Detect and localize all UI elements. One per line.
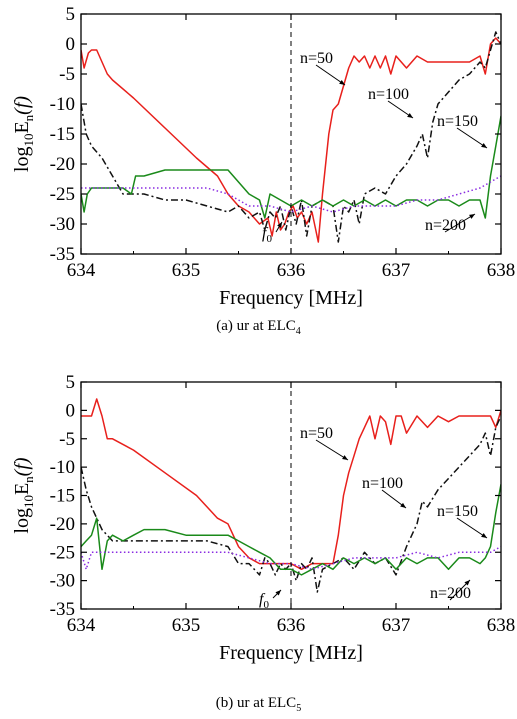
p1-f0-label: f0 xyxy=(259,591,269,611)
p0-annotation-arrowhead-0 xyxy=(339,79,345,85)
p0-y-tick-label-2: -5 xyxy=(59,64,75,85)
p0-f0-label: f0 xyxy=(262,225,272,245)
chart-panel-a: 634 635 636 637 638 5 0 -5 -10 -15 -20 -25 -30 -35 Fre… xyxy=(0,4,517,337)
p0-y-tick-label-1: 0 xyxy=(66,34,76,55)
p1-annotation-0: n=50 xyxy=(300,425,333,442)
p0-x-tick-label-0: 634 xyxy=(67,260,96,281)
p1-annotation-arrow-0 xyxy=(315,439,349,461)
p0-y-tick-label-5: -20 xyxy=(50,154,75,175)
p0-annotation-arrow-0 xyxy=(315,64,346,86)
chart-svg-b: 634 635 636 637 638 5 0 -5 -10 -15 -20 -25 -30 -35 Fre… xyxy=(11,372,516,664)
caption-a-text: (a) ur at ELC xyxy=(216,318,296,334)
p1-y-axis-arg: (f) xyxy=(11,457,33,476)
p1-y-tick-label-1: 0 xyxy=(66,400,76,421)
p1-f0-label-f: f xyxy=(259,591,266,608)
p0-y-tick-label-0: 5 xyxy=(66,4,76,25)
p1-series-group xyxy=(81,398,501,593)
p1-y-tick-label-5: -20 xyxy=(50,514,75,535)
p1-y-axis-e-sub: n xyxy=(21,476,36,483)
p1-annotation-2: n=150 xyxy=(437,503,478,520)
p1-f0-arrowhead xyxy=(275,590,281,596)
p1-x-tick-label-4: 638 xyxy=(487,615,516,636)
p0-series-line-1 xyxy=(81,31,501,243)
p1-x-tick-label-2: 636 xyxy=(277,615,306,636)
p1-y-tick-label-6: -25 xyxy=(50,542,75,563)
p0-y-axis-e-sub: n xyxy=(21,114,36,121)
p0-x-tick-label-1: 635 xyxy=(172,260,201,281)
p1-annotation-arrow-2 xyxy=(456,517,488,539)
p1-y-tick-label-0: 5 xyxy=(66,372,76,393)
p0-y-axis-log: log xyxy=(11,147,33,173)
p0-annotation-0: n=50 xyxy=(300,50,333,67)
p1-annotation-arrowhead-0 xyxy=(342,455,348,460)
p1-y-axis-title: log10En(f) xyxy=(11,457,36,533)
p0-f0-label-f: f xyxy=(262,225,269,242)
chart-panel-b: 634 635 636 637 638 5 0 -5 -10 -15 -20 -25 -30 -35 Fre… xyxy=(0,360,517,719)
p1-series-line-2 xyxy=(81,484,501,576)
p1-x-tick-label-3: 637 xyxy=(382,615,411,636)
p1-f0-label-sub: 0 xyxy=(263,599,269,611)
p0-series-line-0 xyxy=(81,37,501,243)
p0-y-tick-label-3: -10 xyxy=(50,94,75,115)
p0-series-line-3 xyxy=(81,175,501,213)
chart-svg-a: 634 635 636 637 638 5 0 -5 -10 -15 -20 -25 -30 -35 Fre… xyxy=(11,4,516,309)
p1-series-line-0 xyxy=(81,398,501,571)
p1-y-axis-log: log xyxy=(11,508,33,534)
p0-y-tick-label-8: -35 xyxy=(50,244,75,265)
p1-x-axis-title: Frequency [MHz] xyxy=(219,642,363,664)
p1-annotation-arrowhead-1 xyxy=(400,502,406,508)
p1-x-tick-label-1: 635 xyxy=(172,615,201,636)
p0-y-tick-label-6: -25 xyxy=(50,184,75,205)
p0-x-tick-label-4: 638 xyxy=(487,260,516,281)
p0-f0-arrowhead xyxy=(277,222,282,228)
p0-y-axis-arg: (f) xyxy=(11,96,33,115)
p0-annotation-arrow-2 xyxy=(456,127,488,149)
caption-b-text: (b) ur at ELC xyxy=(215,695,297,711)
p1-y-tick-label-8: -35 xyxy=(50,599,75,620)
p0-f0-label-sub: 0 xyxy=(266,233,272,245)
p1-annotation-arrowhead-2 xyxy=(481,532,487,538)
p1-x-tick-label-0: 634 xyxy=(67,615,96,636)
caption-a: (a) ur at ELC4 xyxy=(0,318,517,337)
p1-annotation-arrowhead-3 xyxy=(464,580,470,586)
p1-y-tick-label-4: -15 xyxy=(50,486,75,507)
p1-annotation-1: n=100 xyxy=(362,475,403,492)
p1-y-tick-label-3: -10 xyxy=(50,457,75,478)
p1-y-tick-label-7: -30 xyxy=(50,571,75,592)
p0-y-tick-label-4: -15 xyxy=(50,124,75,145)
p0-x-tick-label-2: 636 xyxy=(277,260,306,281)
p0-series-line-2 xyxy=(81,115,501,219)
p1-y-axis-log-sub: 10 xyxy=(21,495,36,508)
caption-a-sub: 4 xyxy=(295,326,301,337)
p0-annotation-1: n=100 xyxy=(368,86,409,103)
caption-b-sub: 5 xyxy=(296,703,302,714)
p1-y-axis-e: E xyxy=(11,483,33,495)
p0-y-axis-e: E xyxy=(11,121,33,133)
p0-y-axis-title: log10En(f) xyxy=(11,96,36,172)
p0-annotation-arrowhead-1 xyxy=(407,112,413,118)
p1-y-tick-label-2: -5 xyxy=(59,429,75,450)
p0-x-tick-label-3: 637 xyxy=(382,260,411,281)
p0-annotation-arrowhead-2 xyxy=(481,142,487,148)
p0-y-axis-log-sub: 10 xyxy=(21,134,36,147)
p0-x-axis-title: Frequency [MHz] xyxy=(219,287,363,309)
p0-y-tick-label-7: -30 xyxy=(50,214,75,235)
p0-series-group xyxy=(81,31,501,243)
p0-annotation-2: n=150 xyxy=(437,113,478,130)
caption-b: (b) ur at ELC5 xyxy=(0,695,517,714)
p0-annotation-3: n=200 xyxy=(425,217,466,234)
p0-annotation-arrow-3 xyxy=(444,213,476,233)
p0-annotation-arrowhead-3 xyxy=(469,214,475,219)
